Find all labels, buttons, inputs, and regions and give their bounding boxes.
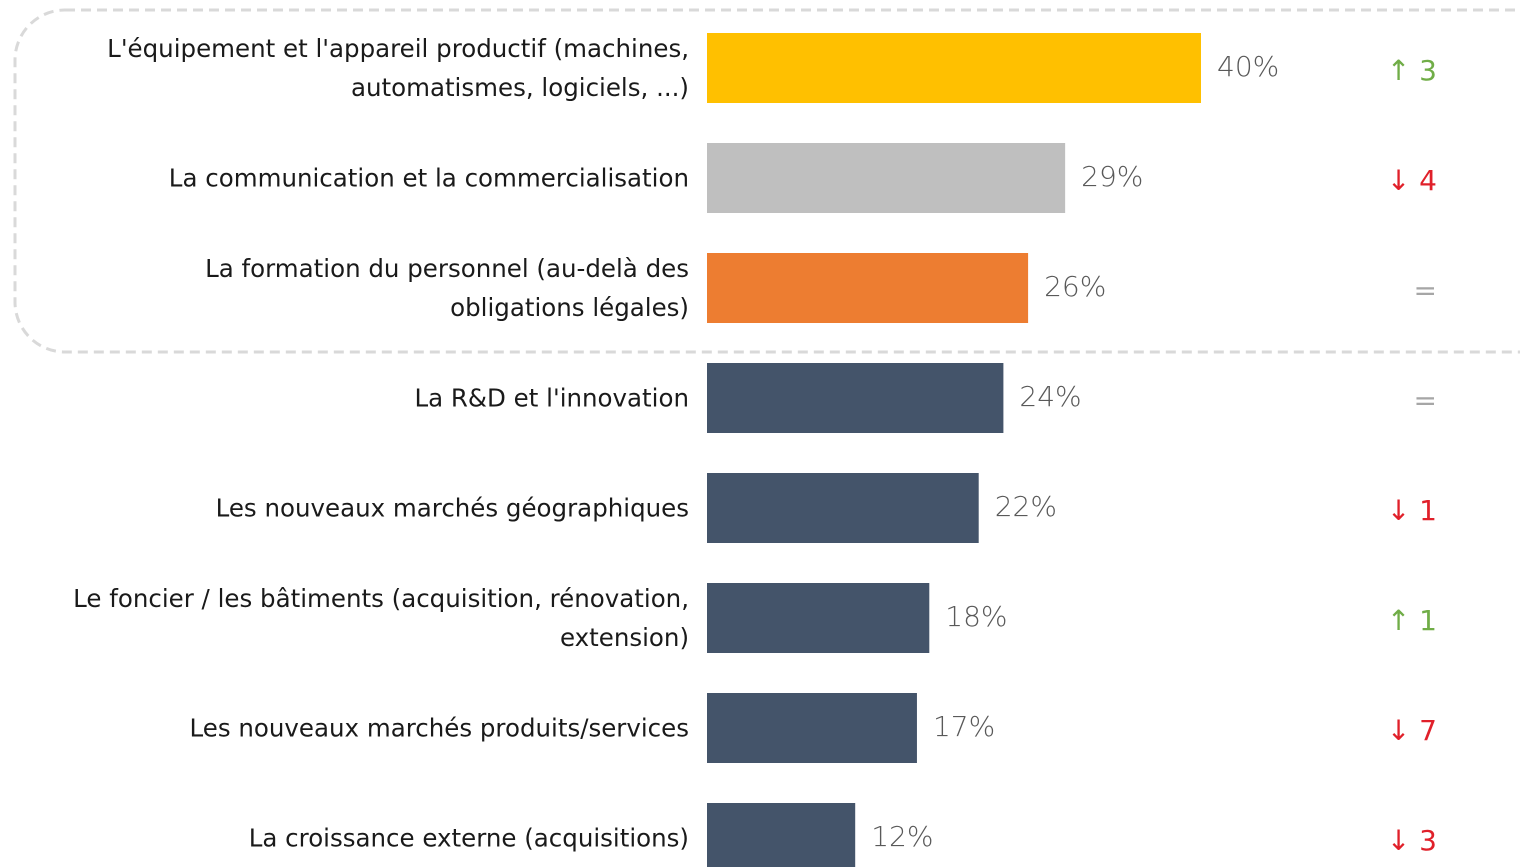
change-indicator: ↓ 1 (1387, 494, 1437, 527)
category-label: Les nouveaux marchés produits/services (189, 713, 689, 743)
change-indicator: ↑ 1 (1387, 604, 1437, 637)
category-label: La formation du personnel (au-delà des o… (205, 254, 689, 322)
category-label: La croissance externe (acquisitions) (248, 823, 689, 853)
value-label: 29% (1081, 160, 1143, 193)
change-indicator: = (1414, 274, 1437, 307)
category-label: La communication et la commercialisation (168, 163, 689, 193)
bar (707, 473, 979, 543)
bar (707, 33, 1201, 103)
change-indicator: ↓ 7 (1387, 714, 1437, 747)
bar (707, 363, 1004, 433)
bar (707, 253, 1029, 323)
value-label: 26% (1044, 270, 1106, 303)
highlight-frame (13, 8, 1520, 354)
change-indicator: ↑ 3 (1387, 54, 1437, 87)
bar (707, 803, 856, 867)
change-indicator: ↓ 3 (1387, 824, 1437, 857)
change-indicator: = (1414, 384, 1437, 417)
bar (707, 583, 930, 653)
value-label: 18% (945, 600, 1007, 633)
value-label: 17% (933, 710, 995, 743)
value-label: 24% (1019, 380, 1081, 413)
category-label: L'équipement et l'appareil productif (ma… (107, 34, 689, 102)
value-label: 22% (995, 490, 1057, 523)
change-indicator: ↓ 4 (1387, 164, 1437, 197)
category-label: Les nouveaux marchés géographiques (215, 493, 689, 523)
bar (707, 143, 1066, 213)
value-label: 12% (871, 820, 933, 853)
value-label: 40% (1217, 50, 1279, 83)
bar (707, 693, 917, 763)
category-label: La R&D et l'innovation (414, 383, 689, 413)
category-label: Le foncier / les bâtiments (acquisition,… (73, 584, 689, 652)
